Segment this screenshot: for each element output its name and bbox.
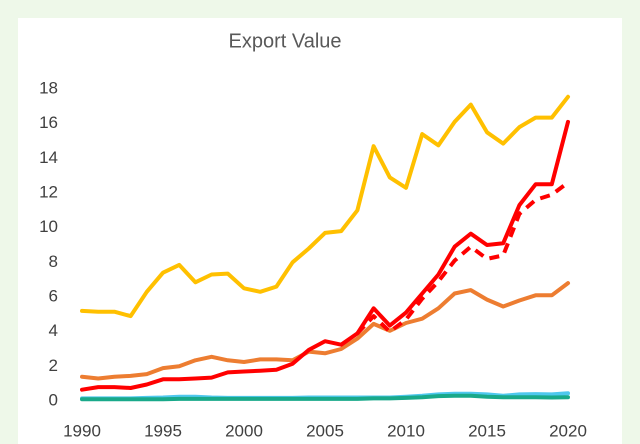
- y-tick-label: 12: [39, 182, 58, 201]
- x-tick-label: 2005: [306, 421, 344, 440]
- y-tick-label: 18: [39, 78, 58, 97]
- line-series: [80, 393, 570, 402]
- x-tick-label: 2000: [225, 421, 263, 440]
- chart-area: [18, 18, 622, 444]
- chart-title: Export Value: [228, 30, 341, 52]
- y-tick-label: 4: [49, 321, 58, 340]
- x-tick-label: 2020: [549, 421, 587, 440]
- y-tick-label: 6: [49, 286, 58, 305]
- x-tick-label: 1995: [144, 421, 182, 440]
- x-tick-label: 1990: [63, 421, 101, 440]
- y-tick-label: 2: [49, 356, 58, 375]
- x-tick-label: 2010: [387, 421, 425, 440]
- line-series: [80, 94, 570, 319]
- y-tick-label: 10: [39, 217, 58, 236]
- y-tick-label: 8: [49, 252, 58, 271]
- x-tick-label: 2015: [468, 421, 506, 440]
- line-series: [80, 281, 570, 381]
- y-tick-label: 14: [39, 148, 58, 167]
- y-tick-label: 16: [39, 113, 58, 132]
- y-tick-label: 0: [49, 390, 58, 409]
- line-series: [80, 119, 570, 392]
- line-series: [355, 180, 570, 335]
